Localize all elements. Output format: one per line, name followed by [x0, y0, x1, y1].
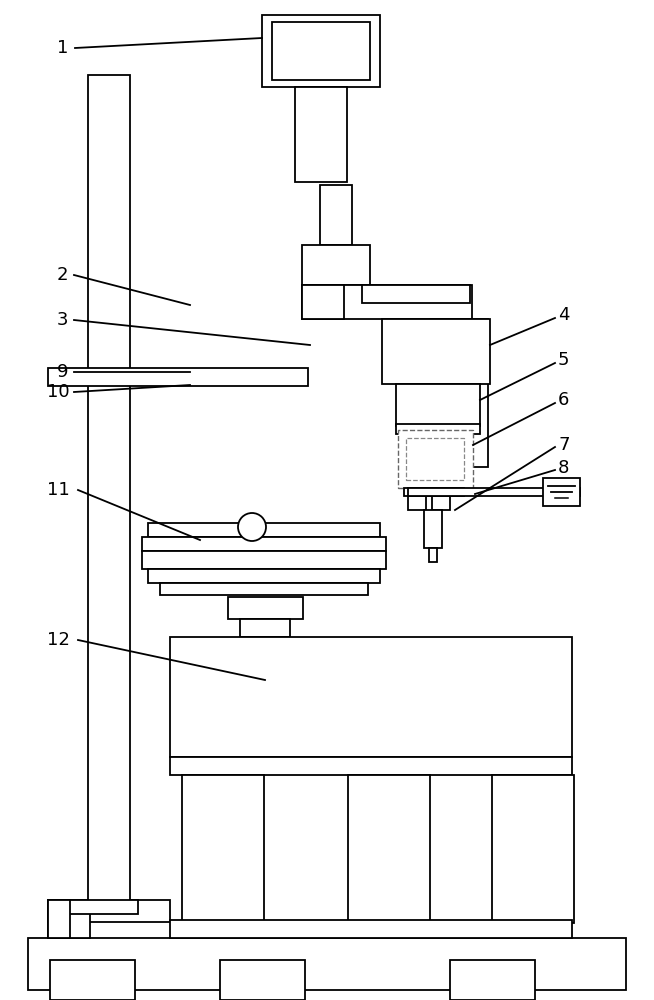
- Bar: [430, 319, 488, 467]
- Bar: [272, 22, 370, 80]
- Bar: [404, 488, 464, 496]
- Bar: [170, 920, 572, 938]
- Bar: [432, 496, 450, 510]
- Bar: [48, 902, 90, 938]
- Bar: [170, 637, 572, 757]
- Bar: [295, 87, 347, 182]
- Text: 11: 11: [47, 481, 70, 499]
- Text: 2: 2: [57, 266, 69, 284]
- Text: 5: 5: [558, 351, 570, 369]
- Bar: [182, 775, 264, 923]
- Bar: [88, 75, 130, 903]
- Bar: [48, 368, 308, 386]
- Text: 12: 12: [47, 631, 70, 649]
- Bar: [543, 478, 580, 506]
- Bar: [262, 15, 380, 87]
- Text: 6: 6: [558, 391, 570, 409]
- Bar: [398, 430, 473, 488]
- Bar: [408, 488, 580, 496]
- Bar: [382, 319, 490, 384]
- Bar: [228, 597, 303, 619]
- Bar: [362, 285, 470, 303]
- Bar: [396, 424, 480, 434]
- Circle shape: [238, 513, 266, 541]
- Bar: [302, 285, 344, 319]
- Bar: [148, 523, 380, 537]
- Bar: [220, 960, 305, 1000]
- Bar: [48, 900, 138, 914]
- Text: 9: 9: [57, 363, 69, 381]
- Bar: [240, 619, 290, 637]
- Bar: [408, 496, 426, 510]
- Bar: [450, 960, 535, 1000]
- Bar: [48, 900, 170, 922]
- Text: 10: 10: [47, 383, 69, 401]
- Bar: [148, 569, 380, 583]
- Bar: [492, 775, 574, 923]
- Text: 8: 8: [558, 459, 570, 477]
- Bar: [170, 757, 572, 775]
- Bar: [142, 537, 386, 551]
- Bar: [320, 185, 352, 245]
- Text: 7: 7: [558, 436, 570, 454]
- Text: 4: 4: [558, 306, 570, 324]
- Bar: [28, 938, 626, 990]
- Bar: [160, 583, 368, 595]
- Bar: [429, 548, 437, 562]
- Bar: [50, 960, 135, 1000]
- Bar: [48, 900, 70, 938]
- Bar: [142, 551, 386, 569]
- Bar: [348, 775, 430, 923]
- Bar: [424, 510, 442, 548]
- Bar: [406, 438, 464, 480]
- Bar: [302, 245, 370, 285]
- Bar: [396, 384, 480, 426]
- Bar: [302, 285, 472, 319]
- Text: 1: 1: [57, 39, 69, 57]
- Text: 3: 3: [57, 311, 69, 329]
